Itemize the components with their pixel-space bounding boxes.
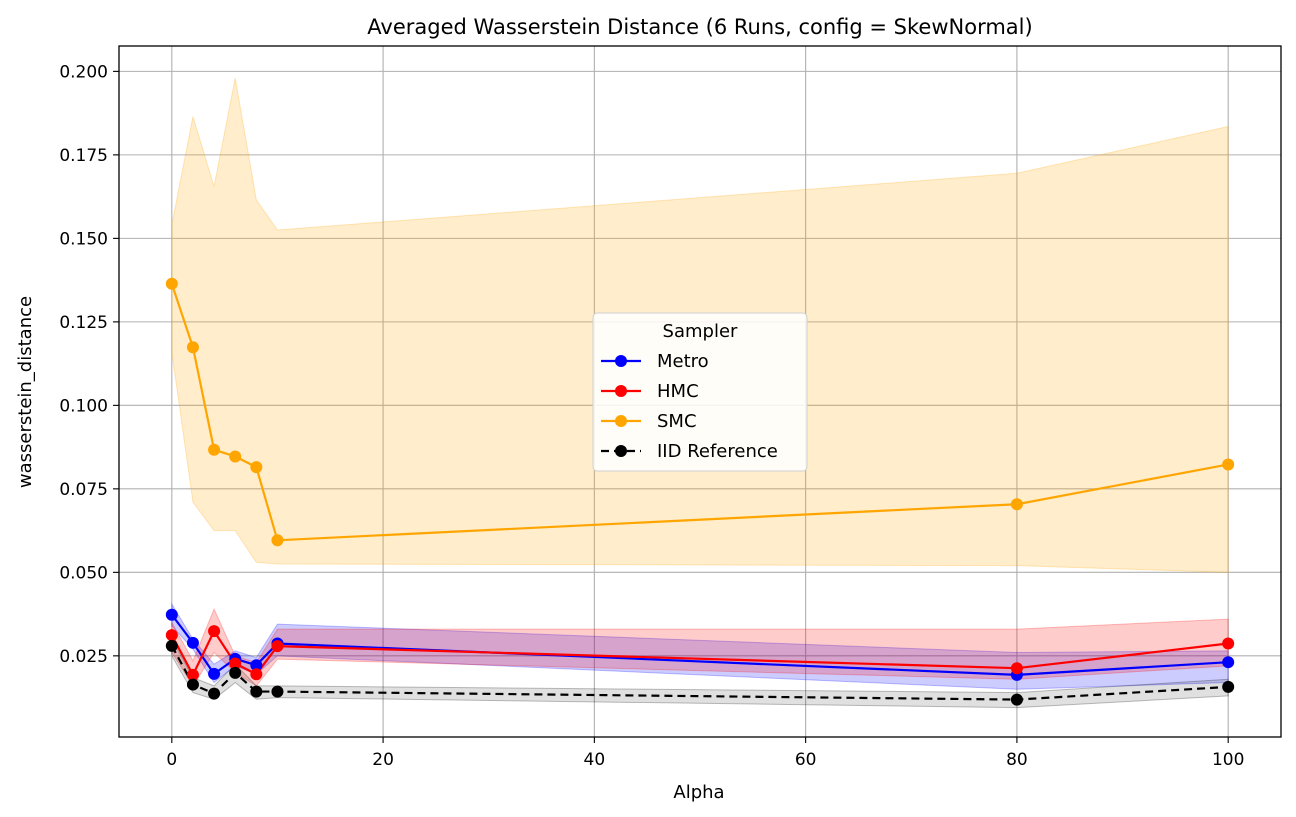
y-tick-label-4: 0.125: [59, 313, 108, 333]
line-iid-reference: [170, 645, 1229, 701]
line-metro: [170, 614, 1229, 676]
y-tick-label-3: 0.100: [59, 396, 108, 416]
point-smc-6: [1010, 498, 1023, 511]
point-iid-reference-0: [165, 639, 178, 652]
point-hmc-1: [186, 668, 199, 681]
legend-label-iid-reference: IID Reference: [657, 441, 778, 462]
legend-label-smc: SMC: [657, 411, 697, 432]
y-tick-label-7: 0.200: [59, 62, 108, 82]
x-tick-label-2: 40: [584, 750, 606, 770]
line-smc: [170, 283, 1229, 542]
x-axis-ticks: 0 20 40 60 80 100: [166, 737, 1244, 770]
legend-marker-metro: [615, 355, 627, 367]
y-tick-label-0: 0.025: [59, 647, 108, 667]
point-iid-reference-5: [271, 685, 284, 698]
legend-box: [592, 312, 808, 472]
point-hmc-7: [1222, 637, 1235, 650]
point-smc-3: [229, 450, 242, 463]
line-hmc: [170, 628, 1229, 678]
point-hmc-3: [229, 657, 242, 670]
x-tick-label-1: 20: [372, 750, 394, 770]
y-tick-label-6: 0.175: [59, 146, 108, 166]
x-axis-label: Alpha: [673, 782, 724, 803]
point-iid-reference-2: [208, 687, 221, 700]
point-iid-reference-1: [186, 678, 199, 691]
legend-label-metro: Metro: [657, 351, 709, 372]
point-smc-5: [271, 534, 284, 547]
legend-marker-hmc: [615, 385, 627, 397]
point-metro-7: [1222, 656, 1235, 669]
x-tick-label-0: 0: [166, 750, 177, 770]
y-axis-ticks: 0.025 0.050 0.075 0.100 0.125 0.150 0.175 0.200: [59, 62, 119, 667]
band-iid-reference: [171, 638, 1229, 709]
legend-marker-smc: [615, 415, 627, 427]
point-smc-0: [165, 277, 178, 290]
point-smc-7: [1222, 458, 1235, 471]
y-axis-label: wasserstein_distance: [15, 296, 36, 488]
chart-title: Averaged Wasserstein Distance (6 Runs, c…: [367, 15, 1032, 39]
point-metro-1: [186, 636, 199, 649]
point-smc-1: [186, 341, 199, 354]
legend-label-hmc: HMC: [657, 381, 699, 402]
legend-title: Sampler: [663, 321, 738, 342]
point-iid-reference-6: [1010, 693, 1023, 706]
point-iid-reference-4: [250, 685, 263, 698]
point-iid-reference-3: [229, 666, 242, 679]
point-smc-4: [250, 461, 263, 474]
point-hmc-4: [250, 668, 263, 681]
y-tick-label-5: 0.150: [59, 229, 108, 249]
x-tick-label-4: 80: [1006, 750, 1028, 770]
legend-marker-iid-reference: [615, 445, 627, 457]
x-tick-label-3: 60: [795, 750, 817, 770]
series-points: [165, 277, 1235, 706]
y-tick-label-2: 0.075: [59, 480, 108, 500]
plot-frame: [118, 45, 1282, 738]
point-metro-4: [250, 659, 263, 672]
point-hmc-5: [271, 640, 284, 653]
y-tick-label-1: 0.050: [59, 563, 108, 583]
point-hmc-0: [165, 629, 178, 642]
point-metro-2: [208, 667, 221, 680]
point-metro-0: [165, 608, 178, 621]
series-lines: [170, 283, 1229, 701]
x-tick-label-5: 100: [1212, 750, 1244, 770]
point-hmc-6: [1010, 662, 1023, 675]
point-hmc-2: [208, 625, 221, 638]
legend: Sampler Metro HMC SMC IID Reference: [592, 312, 808, 472]
point-iid-reference-7: [1222, 680, 1235, 693]
point-smc-2: [208, 443, 221, 456]
